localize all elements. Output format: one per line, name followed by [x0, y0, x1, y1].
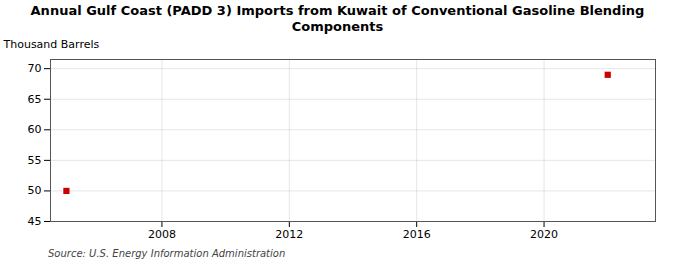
svg-text:2016: 2016 [403, 228, 431, 241]
svg-text:2012: 2012 [275, 228, 303, 241]
svg-text:2008: 2008 [148, 228, 176, 241]
svg-text:70: 70 [28, 62, 42, 75]
svg-text:45: 45 [28, 215, 42, 228]
svg-text:Thousand Barrels: Thousand Barrels [3, 38, 100, 51]
html-text:Annual Gulf Coast (PADD 3) Imp: Annual Gulf Coast (PADD 3) Imports from … [30, 3, 645, 34]
svg-text:65: 65 [28, 93, 42, 106]
svg-text:60: 60 [28, 123, 42, 136]
svg-text:2020: 2020 [530, 228, 558, 241]
svg-text:55: 55 [28, 154, 42, 167]
html-text:Source: U.S. Energy Informatio: Source: U.S. Energy Information Administ… [48, 248, 286, 259]
svg-text:50: 50 [28, 184, 42, 197]
